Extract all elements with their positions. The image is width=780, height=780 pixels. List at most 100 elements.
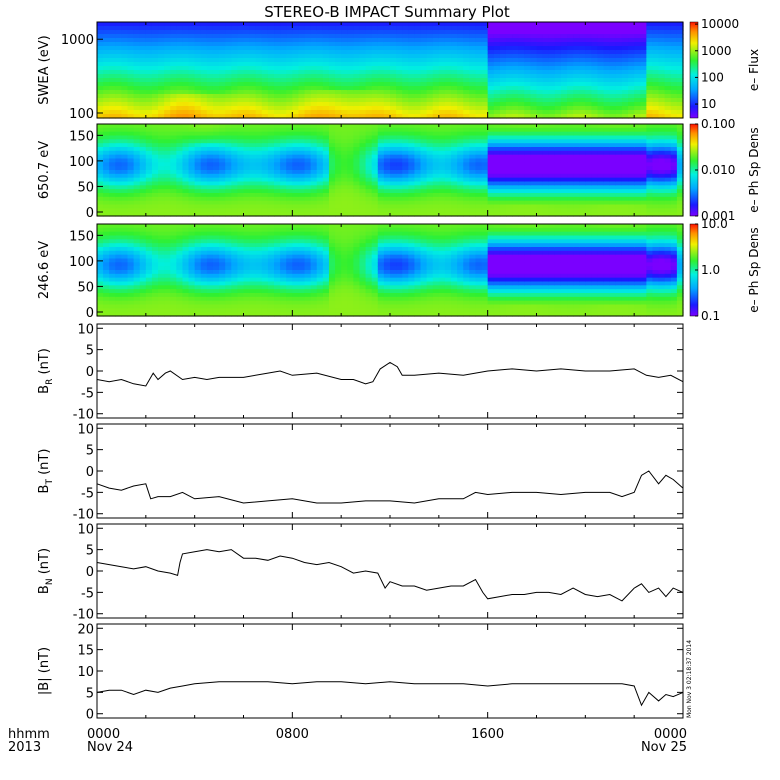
pad-spectrogram-cell: [170, 193, 177, 198]
swea-spectrogram-cell: [212, 94, 220, 99]
pad-spectrogram-cell: [670, 162, 678, 167]
pad-spectrogram-cell: [475, 208, 483, 213]
swea-spectrogram-cell: [487, 50, 495, 55]
pad-spectrogram-cell: [414, 212, 422, 217]
pad-spectrogram-cell: [176, 177, 184, 183]
pad-spectrogram-cell: [206, 204, 214, 209]
pad-spectrogram-cell: [457, 127, 464, 133]
swea-spectrogram-cell: [597, 110, 605, 115]
pad-spectrogram-cell: [292, 185, 300, 190]
swea-spectrogram-cell: [121, 58, 129, 63]
swea-spectrogram-cell: [518, 62, 525, 67]
swea-spectrogram-cell: [444, 78, 452, 83]
swea-spectrogram-cell: [286, 70, 293, 75]
swea-spectrogram-cell: [664, 46, 672, 51]
swea-spectrogram-cell: [304, 26, 312, 31]
pad-spectrogram-cell: [634, 158, 641, 163]
pad-spectrogram-cell: [274, 170, 281, 175]
pad-spectrogram-cell: [475, 139, 483, 144]
pad-spectrogram-cell: [377, 185, 385, 190]
pad-spectrogram-cell: [225, 143, 232, 148]
pad-spectrogram-cell: [121, 231, 129, 237]
swea-spectrogram-cell: [219, 58, 226, 63]
pad-spectrogram-cell: [151, 239, 159, 244]
pad-spectrogram-cell: [573, 150, 580, 156]
pad-spectrogram-cell: [127, 166, 135, 171]
swea-spectrogram-cell: [518, 114, 525, 119]
swea-spectrogram-cell: [359, 106, 367, 111]
pad-spectrogram-cell: [670, 143, 678, 148]
pad-spectrogram-cell: [115, 135, 123, 140]
y-tick-label: 50: [77, 180, 94, 195]
pad-spectrogram-cell: [621, 189, 629, 194]
swea-spectrogram-cell: [231, 66, 238, 71]
pad-spectrogram-cell: [658, 166, 666, 171]
pad-spectrogram-cell: [267, 158, 275, 163]
pad-spectrogram-cell: [121, 304, 129, 309]
swea-spectrogram-cell: [499, 70, 507, 75]
swea-spectrogram-cell: [200, 46, 208, 51]
pad-spectrogram-cell: [97, 154, 104, 160]
swea-spectrogram-cell: [634, 94, 641, 99]
pad-spectrogram-cell: [542, 208, 550, 213]
swea-spectrogram-cell: [481, 102, 489, 107]
swea-spectrogram-cell: [634, 30, 641, 35]
swea-spectrogram-cell: [194, 50, 202, 55]
swea-spectrogram-cell: [371, 58, 379, 63]
pad-spectrogram-cell: [145, 204, 153, 209]
swea-spectrogram-cell: [634, 78, 641, 83]
swea-spectrogram-cell: [640, 98, 647, 103]
pad-spectrogram-cell: [347, 212, 354, 217]
swea-spectrogram-cell: [145, 70, 153, 75]
pad-spectrogram-cell: [664, 181, 672, 186]
swea-spectrogram-cell: [658, 114, 666, 119]
pad-spectrogram-cell: [304, 131, 312, 137]
pad-spectrogram-cell: [139, 300, 147, 306]
pad-spectrogram-cell: [591, 170, 599, 175]
swea-spectrogram-cell: [280, 94, 287, 99]
pad-spectrogram-cell: [347, 131, 354, 137]
swea-spectrogram-cell: [609, 54, 617, 59]
swea-spectrogram-cell: [505, 26, 513, 31]
swea-spectrogram-cell: [365, 106, 373, 111]
pad-spectrogram-cell: [432, 200, 440, 206]
pad-spectrogram-cell: [274, 196, 281, 202]
pad-spectrogram-cell: [286, 185, 293, 190]
swea-spectrogram-cell: [200, 98, 208, 103]
pad-spectrogram-cell: [97, 193, 104, 198]
pad-spectrogram-cell: [328, 177, 336, 183]
swea-spectrogram-cell: [640, 30, 647, 35]
swea-spectrogram-cell: [188, 34, 196, 39]
swea-spectrogram-cell: [670, 110, 678, 115]
pad-spectrogram-cell: [359, 170, 367, 175]
pad-spectrogram-cell: [274, 143, 281, 148]
pad-spectrogram-cell: [225, 162, 232, 167]
swea-spectrogram-cell: [274, 102, 281, 107]
swea-spectrogram-cell: [158, 74, 165, 79]
swea-spectrogram-cell: [426, 74, 434, 79]
swea-spectrogram-cell: [530, 110, 538, 115]
swea-spectrogram-cell: [579, 22, 586, 27]
pad-spectrogram-cell: [243, 189, 251, 194]
swea-spectrogram-cell: [414, 82, 422, 87]
pad-spectrogram-cell: [231, 170, 238, 175]
pad-spectrogram-cell: [188, 154, 196, 160]
swea-spectrogram-cell: [512, 62, 519, 67]
swea-spectrogram-cell: [212, 82, 220, 87]
pad-spectrogram-cell: [97, 173, 104, 179]
swea-spectrogram-cell: [286, 30, 293, 35]
pad-spectrogram-cell: [145, 250, 153, 256]
pad-spectrogram-cell: [408, 200, 416, 206]
swea-spectrogram-cell: [408, 102, 416, 107]
pad-spectrogram-cell: [353, 131, 361, 137]
swea-spectrogram-cell: [414, 50, 422, 55]
pad-spectrogram-cell: [194, 131, 202, 137]
pad-spectrogram-cell: [487, 193, 495, 198]
pad-spectrogram-cell: [274, 208, 281, 213]
pad-spectrogram-cell: [658, 212, 666, 217]
pad-spectrogram-cell: [176, 166, 184, 171]
swea-spectrogram-cell: [298, 114, 306, 119]
pad-spectrogram-cell: [420, 124, 428, 129]
swea-spectrogram-cell: [457, 98, 464, 103]
swea-spectrogram-cell: [451, 66, 458, 71]
